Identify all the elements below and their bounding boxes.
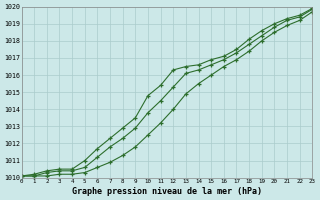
X-axis label: Graphe pression niveau de la mer (hPa): Graphe pression niveau de la mer (hPa)	[72, 187, 262, 196]
